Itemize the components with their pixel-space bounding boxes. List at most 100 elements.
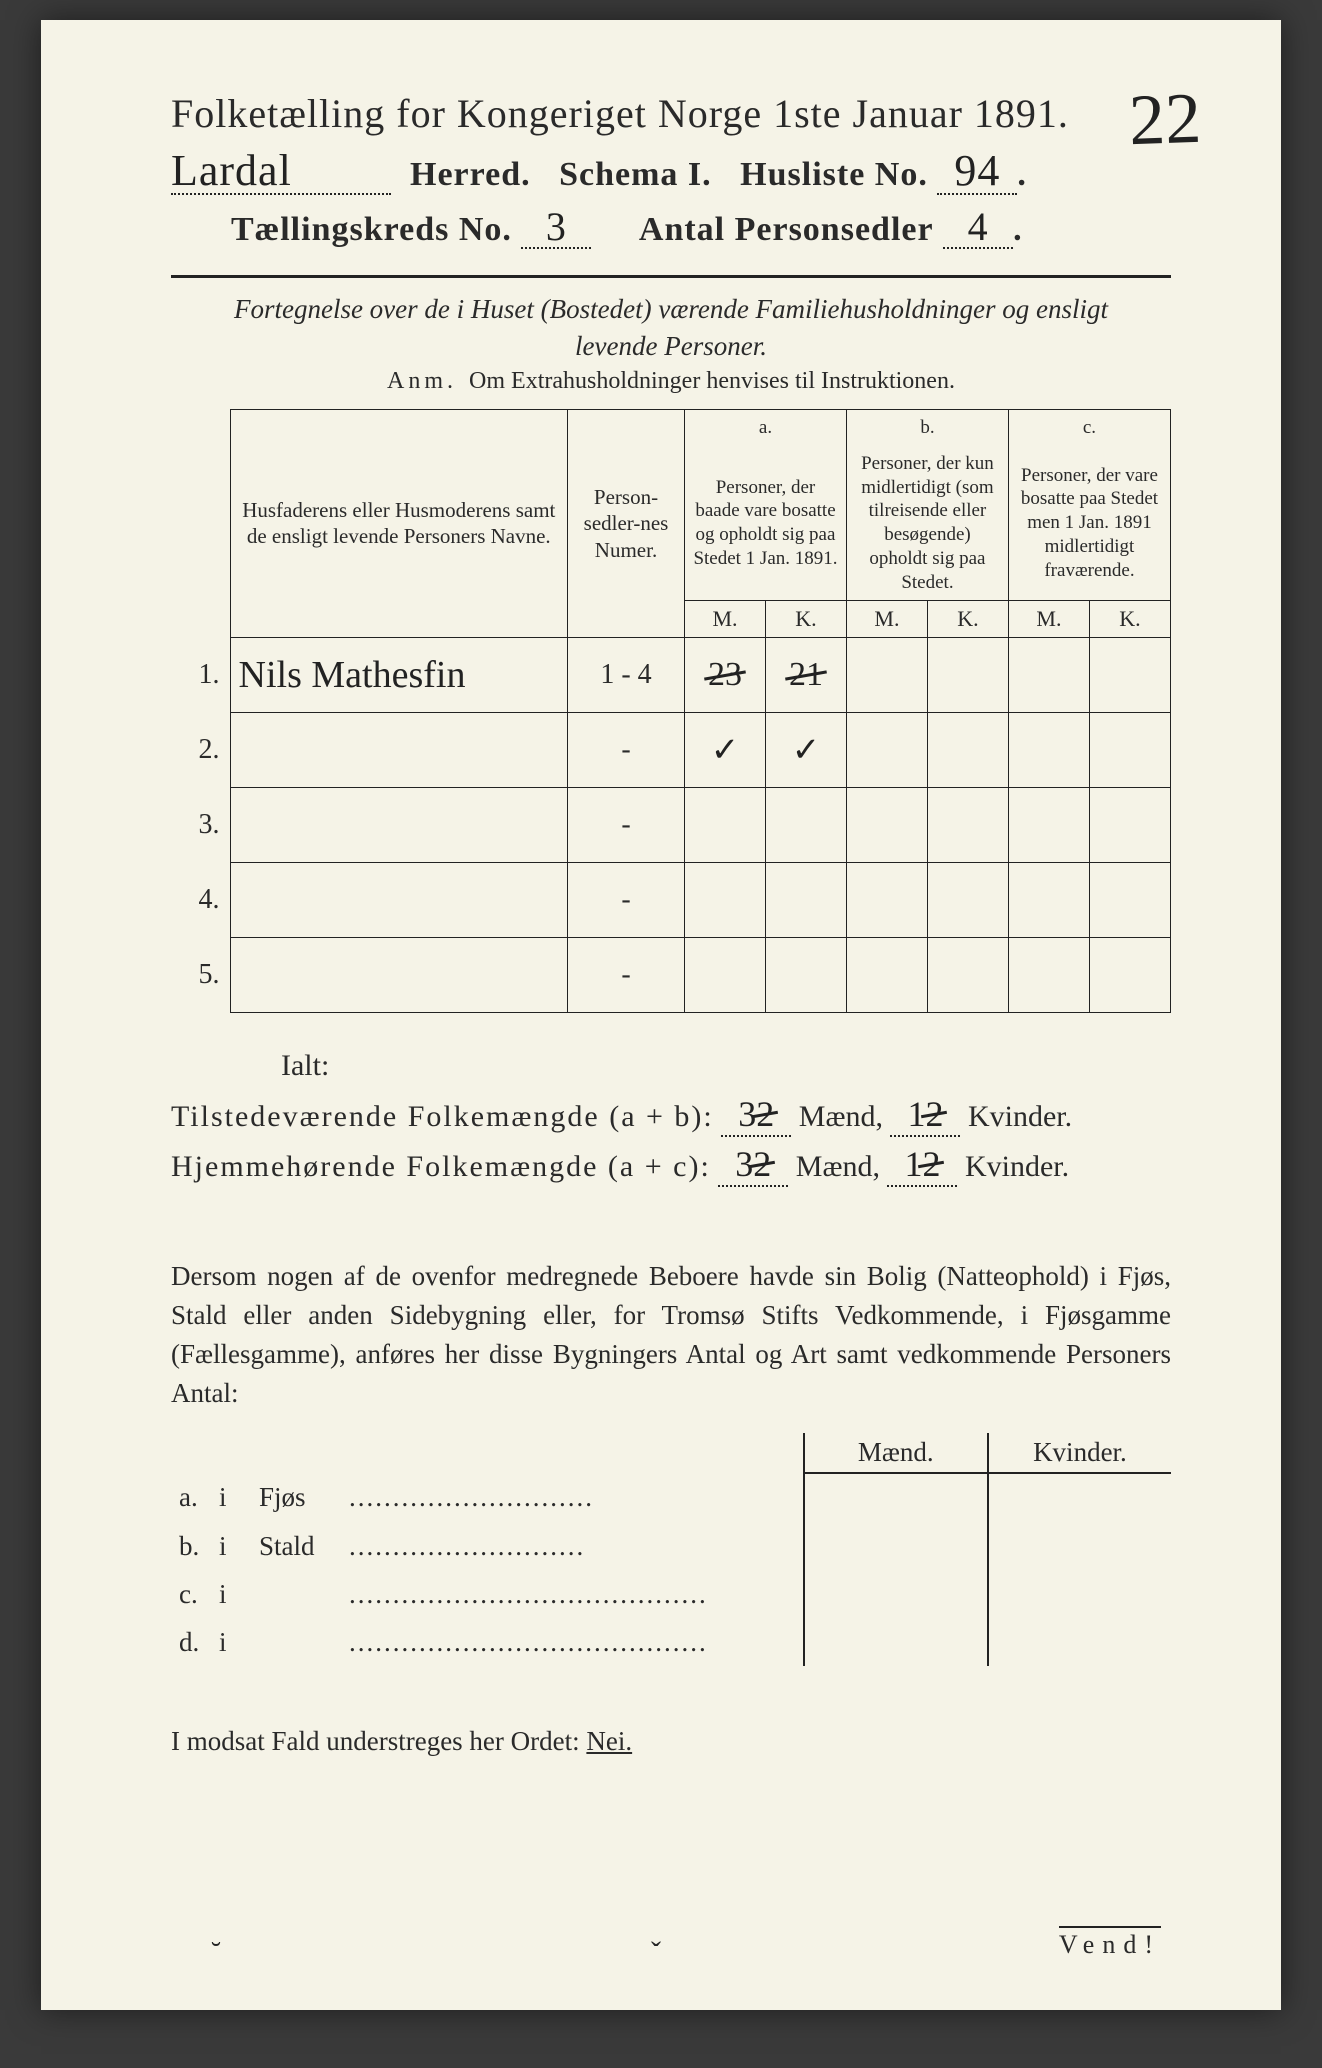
row-name (230, 712, 567, 787)
cell-a_m (685, 862, 766, 937)
cell-a_k (765, 937, 846, 1012)
kreds-value: 3 (546, 204, 567, 249)
table-row: 4.- (171, 862, 1171, 937)
row-name (230, 937, 567, 1012)
cell-b_k (927, 637, 1008, 712)
cell-c_m (1008, 637, 1089, 712)
th-c-text: Personer, der vare bosatte paa Stedet me… (1008, 446, 1170, 601)
tilstede-m: 3 (738, 1094, 756, 1134)
table-row: 5. - (171, 937, 1171, 1012)
cell-a_k (765, 862, 846, 937)
page-content: Folketælling for Kongeriget Norge 1ste J… (41, 20, 1281, 1797)
anm-text: Om Extrahusholdninger henvises til Instr… (469, 368, 955, 394)
tilstede-label: Tilstedeværende Folkemængde (a + b): (171, 1100, 714, 1133)
side-maend-cell (804, 1522, 988, 1570)
tilstede-k: 1 (907, 1094, 925, 1134)
th-names: Husfaderens eller Husmoderens samt de en… (230, 410, 567, 638)
hjemme-k: 1 (904, 1144, 922, 1184)
side-kvinder-head: Kvinder. (988, 1433, 1171, 1473)
hjemme-m: 3 (735, 1144, 753, 1184)
divider (171, 275, 1171, 278)
cell-c_k (1089, 712, 1170, 787)
side-maend-head: Mænd. (804, 1433, 988, 1473)
row-name (230, 862, 567, 937)
herred-value: Lardal (171, 146, 292, 195)
maend-label-1: Mænd, (799, 1100, 883, 1133)
intro-line-2: levende Personer. (171, 331, 1171, 362)
title-main: Folketælling for Kongeriget Norge 1ste J… (171, 90, 1171, 137)
cell-c_k (1089, 637, 1170, 712)
antal-value: 4 (968, 204, 989, 249)
side-row: b.iStald........................... (171, 1522, 1171, 1570)
row-numer: - (568, 937, 685, 1012)
cell-c_m (1008, 862, 1089, 937)
page-tick-1: ˘ (211, 1936, 221, 1970)
side-maend-cell (804, 1473, 988, 1522)
side-kvinder-cell (988, 1618, 1171, 1666)
side-row-label: b.iStald........................... (171, 1522, 804, 1570)
th-b-k: K. (927, 601, 1008, 638)
schema-label: Schema I. (559, 156, 712, 193)
header-line-2: Lardal Herred. Schema I. Husliste No. 94… (171, 149, 1171, 195)
cell-c_m (1008, 937, 1089, 1012)
th-numer: Person-sedler-nes Numer. (568, 410, 685, 638)
th-b-label: b. (846, 410, 1008, 446)
row-numer: - (568, 862, 685, 937)
kvinder-label-1: Kvinder. (968, 1100, 1072, 1133)
cell-b_m (846, 712, 927, 787)
th-c-label: c. (1008, 410, 1170, 446)
anm-label: Anm. (387, 368, 457, 394)
hjemme-label: Hjemmehørende Folkemængde (a + c): (171, 1150, 711, 1183)
cell-a_m: 23 (685, 637, 766, 712)
cell-c_k (1089, 937, 1170, 1012)
row-numer: 1 - 4 (568, 637, 685, 712)
cell-c_k (1089, 787, 1170, 862)
row-number: 2. (171, 712, 230, 787)
row-number: 3. (171, 787, 230, 862)
cell-a_m (685, 937, 766, 1012)
cell-a_k: ✓ (765, 712, 846, 787)
cell-c_m (1008, 712, 1089, 787)
table-row: 1.Nils Mathesfin1 - 42321 (171, 637, 1171, 712)
side-row-label: a.iFjøs............................ (171, 1473, 804, 1522)
antal-label: Antal Personsedler (639, 211, 934, 248)
row-numer: - (568, 712, 685, 787)
cell-b_m (846, 937, 927, 1012)
th-a-label: a. (685, 410, 847, 446)
document-page: 22 Folketælling for Kongeriget Norge 1st… (41, 20, 1281, 2010)
cell-b_k (927, 787, 1008, 862)
totals-block: Ialt: Tilstedeværende Folkemængde (a + b… (171, 1049, 1171, 1187)
row-number: 5. (171, 937, 230, 1012)
cell-b_m (846, 862, 927, 937)
th-c-m: M. (1008, 601, 1089, 638)
side-row: d.i.....................................… (171, 1618, 1171, 1666)
ialt-label: Ialt: (171, 1049, 1171, 1083)
th-b-text: Personer, der kun midlertidigt (som tilr… (846, 446, 1008, 601)
table-row: 3. - (171, 787, 1171, 862)
row-number: 1. (171, 637, 230, 712)
cell-a_k: 21 (765, 637, 846, 712)
cell-b_m (846, 787, 927, 862)
intro-line-1: Fortegnelse over de i Huset (Bostedet) v… (171, 294, 1171, 325)
side-maend-cell (804, 1570, 988, 1618)
side-kvinder-cell (988, 1522, 1171, 1570)
kvinder-label-2: Kvinder. (965, 1150, 1069, 1183)
header-line-3: Tællingskreds No. 3 Antal Personsedler 4… (171, 207, 1171, 249)
side-row-label: c.i.....................................… (171, 1570, 804, 1618)
side-building-table: Mænd. Kvinder. a.iFjøs..................… (171, 1433, 1171, 1666)
th-a-text: Personer, der baade vare bosatte og opho… (685, 446, 847, 601)
closing-nei: Nei. (586, 1726, 632, 1756)
closing-line: I modsat Fald understreges her Ordet: Ne… (171, 1726, 1171, 1757)
th-b-m: M. (846, 601, 927, 638)
side-maend-cell (804, 1618, 988, 1666)
row-numer: - (568, 787, 685, 862)
husliste-label: Husliste No. (740, 156, 928, 193)
side-kvinder-cell (988, 1473, 1171, 1522)
anm-line: Anm. Om Extrahusholdninger henvises til … (171, 368, 1171, 395)
cell-b_k (927, 937, 1008, 1012)
side-row-label: d.i.....................................… (171, 1618, 804, 1666)
side-row: c.i.....................................… (171, 1570, 1171, 1618)
cell-a_m (685, 787, 766, 862)
page-tick-2: ˇ (651, 1936, 661, 1970)
herred-label: Herred. (410, 156, 531, 193)
